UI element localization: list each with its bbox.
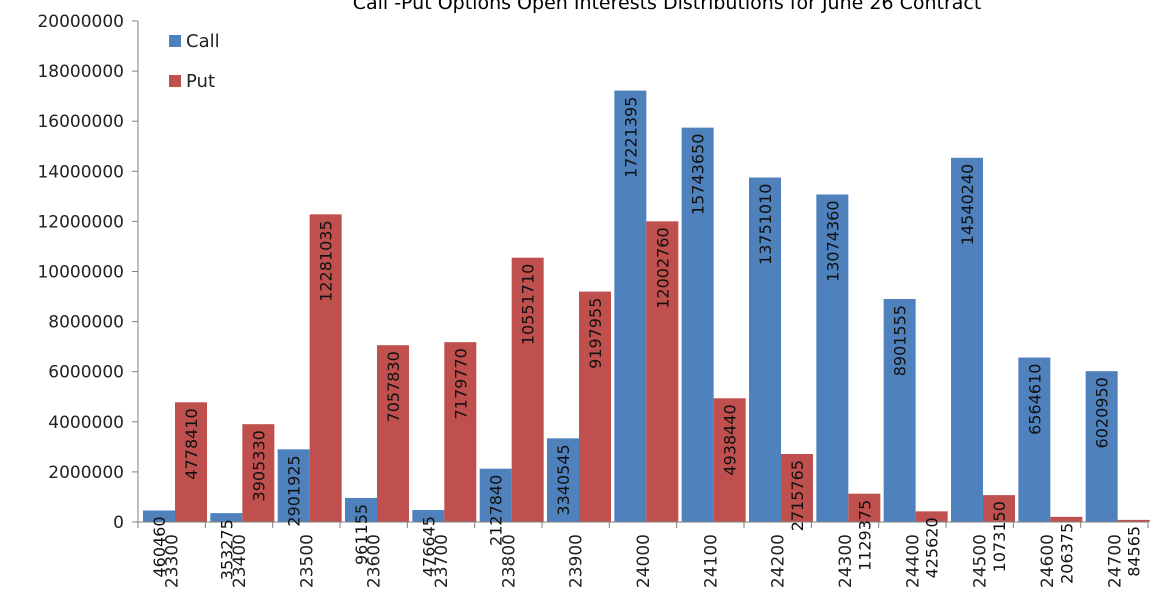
data-label: 476645 — [419, 516, 438, 577]
y-tick-label: 0 — [113, 513, 124, 533]
x-tick-label: 24300 — [836, 534, 856, 588]
bar-put — [242, 424, 275, 522]
data-label: 7057830 — [384, 351, 403, 422]
x-tick-label: 24600 — [1038, 534, 1058, 588]
data-labels-layer: 460460 353275 2901925 961155 476645 2127840 33… — [150, 97, 1144, 584]
y-tick-label: 14000000 — [37, 162, 124, 182]
x-tick-label: 23700 — [432, 534, 452, 588]
bar-call — [681, 127, 714, 522]
legend-label-put: Put — [186, 71, 215, 92]
data-label: 2715765 — [788, 460, 807, 531]
bar-put — [646, 221, 679, 522]
data-label: 206375 — [1057, 523, 1076, 584]
data-label: 8901555 — [891, 305, 910, 376]
bar-put — [309, 214, 342, 522]
bar-call — [614, 90, 647, 522]
bar-call — [547, 438, 579, 522]
data-label: 1073150 — [990, 501, 1009, 572]
legend-swatch-call — [169, 35, 181, 47]
y-tick-label: 12000000 — [37, 212, 124, 232]
y-tick-label: 8000000 — [48, 313, 124, 333]
bar-call — [951, 157, 983, 523]
data-label: 961155 — [352, 504, 371, 565]
data-label: 460460 — [150, 516, 169, 577]
y-tick-label: 18000000 — [37, 62, 124, 82]
data-label: 13074360 — [823, 200, 842, 281]
bars-layer — [143, 90, 1150, 523]
x-tick-label: 23500 — [297, 534, 317, 588]
data-label: 425620 — [923, 517, 942, 578]
bar-put — [713, 398, 746, 522]
bar-put — [1050, 516, 1083, 522]
x-tick-label: 23900 — [567, 534, 587, 588]
bar-call — [816, 194, 849, 522]
bar-put — [1117, 519, 1150, 522]
bar-put — [915, 511, 948, 522]
x-tick-label: 23400 — [230, 534, 250, 588]
data-label: 353275 — [217, 519, 236, 580]
data-label: 12281035 — [317, 220, 336, 301]
x-tick-label: 24400 — [903, 534, 923, 588]
y-tick-label: 4000000 — [48, 413, 124, 433]
y-tick-label: 16000000 — [37, 112, 124, 132]
data-label: 2127840 — [487, 475, 506, 546]
bar-call — [143, 510, 175, 522]
bar-put — [444, 342, 477, 522]
chart-title: Call -Put Options Open Interests Distrib… — [353, 0, 982, 14]
data-label: 6020950 — [1093, 377, 1112, 448]
legend-label-call: Call — [186, 31, 220, 52]
bar-put — [175, 402, 207, 522]
data-label: 13751010 — [756, 184, 775, 265]
bar-call — [1018, 357, 1051, 522]
data-label: 9197955 — [586, 298, 605, 369]
y-axis-ticks: 0 2000000 4000000 6000000 8000000 10000000 120… — [37, 12, 138, 533]
bar-put — [377, 345, 409, 522]
bar-call — [277, 449, 310, 522]
x-tick-label: 24500 — [971, 534, 991, 588]
bar-put — [511, 257, 544, 522]
data-label: 17221395 — [621, 97, 640, 178]
bar-call — [479, 468, 512, 522]
data-label: 14540240 — [958, 164, 977, 245]
legend-swatch-put — [169, 75, 181, 87]
data-label: 7179770 — [451, 348, 470, 419]
data-label: 6564610 — [1025, 364, 1044, 435]
x-tick-label: 24200 — [769, 534, 789, 588]
bar-call — [345, 497, 377, 522]
bar-put — [848, 493, 881, 522]
x-tick-label: 23300 — [163, 534, 183, 588]
bar-call — [749, 177, 781, 522]
data-label: 2901925 — [285, 455, 304, 526]
bar-put — [579, 291, 611, 522]
data-label: 4778410 — [182, 408, 201, 479]
data-label: 84565 — [1125, 526, 1144, 577]
y-tick-label: 10000000 — [37, 263, 124, 283]
y-tick-label: 6000000 — [48, 363, 124, 383]
data-label: 4938440 — [721, 404, 740, 475]
y-tick-label: 2000000 — [48, 463, 124, 483]
data-label: 12002760 — [653, 227, 672, 308]
legend: Call Put — [169, 31, 220, 92]
bar-put — [983, 495, 1015, 522]
x-tick-label: 23800 — [499, 534, 519, 588]
bar-call — [883, 299, 916, 522]
y-tick-label: 20000000 — [37, 12, 124, 32]
x-tick-label: 24000 — [634, 534, 654, 588]
x-axis-ticks: 23300 23400 23500 23600 23700 23800 23900 24000… — [137, 522, 1149, 588]
bar-put — [781, 453, 813, 522]
data-label: 10551710 — [519, 264, 538, 345]
data-label: 3905330 — [249, 430, 268, 501]
data-label: 1129375 — [855, 500, 874, 571]
x-tick-label: 24700 — [1105, 534, 1125, 588]
data-label: 3340545 — [554, 444, 573, 515]
data-label: 15743650 — [689, 134, 708, 215]
bar-call — [1085, 371, 1118, 522]
x-tick-label: 24100 — [701, 534, 721, 588]
x-tick-label: 23600 — [365, 534, 385, 588]
bar-call — [210, 513, 243, 522]
bar-call — [412, 510, 445, 522]
